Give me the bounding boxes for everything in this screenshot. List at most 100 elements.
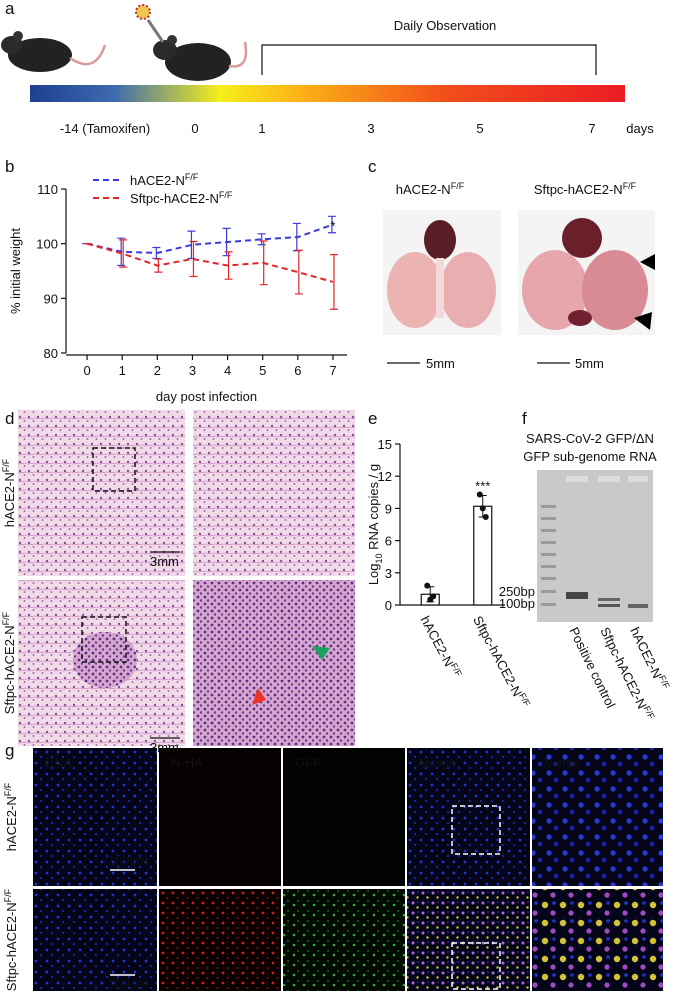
series-line: [86, 242, 334, 283]
x-tick-label: 2: [154, 363, 161, 378]
panel-label: f: [522, 409, 527, 428]
data-point: [424, 582, 431, 589]
error-bar: [154, 258, 163, 273]
x-tick-label: 3: [189, 363, 196, 378]
x-axis-label: day post infection: [156, 389, 257, 404]
series-line: [86, 223, 334, 254]
x-tick-label: 7: [329, 363, 336, 378]
timeline-bar: [30, 85, 625, 102]
legend-label: hACE2-NF/F: [130, 172, 199, 188]
timeline-label: 1: [258, 121, 265, 136]
label-superscript: F/F: [3, 888, 13, 902]
label-superscript: F/F: [642, 704, 657, 721]
channel-label: Merge: [419, 755, 456, 770]
data-point: [482, 513, 489, 520]
mouse-illustration: [1, 4, 248, 81]
error-bar: [329, 254, 338, 310]
gel-title: SARS-CoV-2 GFP/ΔN: [526, 431, 654, 446]
label-text: hACE2-N: [418, 613, 457, 669]
channel-label: DNA: [45, 755, 73, 770]
fluorescence-image: [33, 748, 663, 991]
group-label: hACE2-NF/F: [396, 181, 465, 197]
label-superscript: F/F: [219, 190, 233, 200]
label-superscript: F/F: [657, 674, 672, 691]
bar: [473, 505, 493, 606]
x-tick-label: 1: [119, 363, 126, 378]
marker-label: 100bp: [499, 596, 535, 611]
timeline-label: 0: [191, 121, 198, 136]
timeline-label: days: [626, 121, 654, 136]
panel-label: b: [5, 157, 14, 176]
x-tick-label: Sftpc-hACE2-NF/F: [470, 613, 532, 711]
panel-label: d: [5, 409, 14, 428]
scale-bar-label: 100μm: [108, 976, 148, 991]
timeline-label: 7: [588, 121, 595, 136]
label-superscript: F/F: [3, 782, 13, 796]
label-text: hACE2-N: [130, 173, 185, 188]
timeline-label: -14 (Tamoxifen): [60, 121, 150, 136]
panel-label: a: [5, 0, 15, 18]
y-axis-label: % initial weight: [8, 228, 23, 314]
y-axis-label: Log10 RNA copies / g: [366, 464, 384, 585]
error-bar: [259, 240, 268, 286]
error-bar: [224, 251, 233, 280]
x-tick-label: 5: [259, 363, 266, 378]
scale-bar-label: 100μm: [108, 853, 148, 868]
y-tick-label: 15: [378, 437, 392, 452]
channel-label: N-HA: [171, 755, 203, 770]
label-superscript: F/F: [1, 458, 11, 472]
row-label: hACE2-NF/F: [3, 782, 19, 851]
row-label: Sftpc-hACE2-NF/F: [1, 611, 17, 714]
significance-mark: ***: [475, 478, 490, 493]
error-bar: [327, 215, 336, 234]
panel-label: c: [368, 157, 377, 176]
x-tick-label: 0: [83, 363, 90, 378]
label-text: Sftpc-hACE2-N: [534, 182, 623, 197]
error-bar: [257, 233, 266, 246]
label-superscript: F/F: [623, 181, 637, 191]
error-bar: [294, 249, 303, 295]
lung-photo: [383, 210, 655, 364]
legend-label: Sftpc-hACE2-NF/F: [130, 190, 233, 206]
label-text: Log: [366, 563, 381, 585]
error-bar: [119, 239, 128, 268]
label-superscript: F/F: [451, 181, 465, 191]
row-label: hACE2-NF/F: [1, 458, 17, 527]
row-label: Sftpc-hACE2-NF/F: [3, 888, 19, 991]
y-tick-label: 3: [385, 566, 392, 581]
scale-bar-label: 3mm: [150, 554, 179, 569]
panel-label: g: [5, 741, 14, 760]
label-text: hACE2-N: [4, 796, 19, 851]
error-bar: [117, 237, 126, 267]
label-superscript: F/F: [185, 172, 199, 182]
data-point: [479, 505, 486, 512]
gel-image: [537, 470, 653, 622]
timeline-label: 5: [476, 121, 483, 136]
x-tick-label: 4: [224, 363, 231, 378]
label-subscript: 10: [374, 553, 384, 563]
error-bar: [189, 240, 198, 278]
y-tick-label: 100: [36, 237, 58, 252]
channel-label: GFP: [295, 755, 322, 770]
label-superscript: F/F: [1, 611, 11, 625]
label-text: hACE2-N: [2, 472, 17, 527]
label-text: Sftpc-hACE2-N: [2, 625, 17, 714]
y-tick-label: 0: [385, 598, 392, 613]
y-tick-label: 6: [385, 534, 392, 549]
x-tick-label: hACE2-NF/F: [418, 613, 464, 681]
label-text: RNA copies / g: [366, 464, 381, 554]
scale-bar-label: 3mm: [150, 740, 179, 755]
gel-title: GFP sub-genome RNA: [523, 449, 657, 464]
timeline-label: 3: [367, 121, 374, 136]
label-text: hACE2-N: [396, 182, 451, 197]
histology-image: [18, 410, 355, 746]
significance-mark: *: [330, 218, 335, 233]
y-tick-label: 80: [44, 346, 58, 361]
error-bar: [222, 227, 231, 257]
label-text: Sftpc-hACE2-N: [4, 902, 19, 991]
label-text: Sftpc-hACE2-N: [130, 191, 219, 206]
y-tick-label: 12: [378, 469, 392, 484]
marker-label: 250bp: [499, 584, 535, 599]
scale-bar-label: 5mm: [426, 356, 455, 371]
panel-label: e: [368, 409, 377, 428]
